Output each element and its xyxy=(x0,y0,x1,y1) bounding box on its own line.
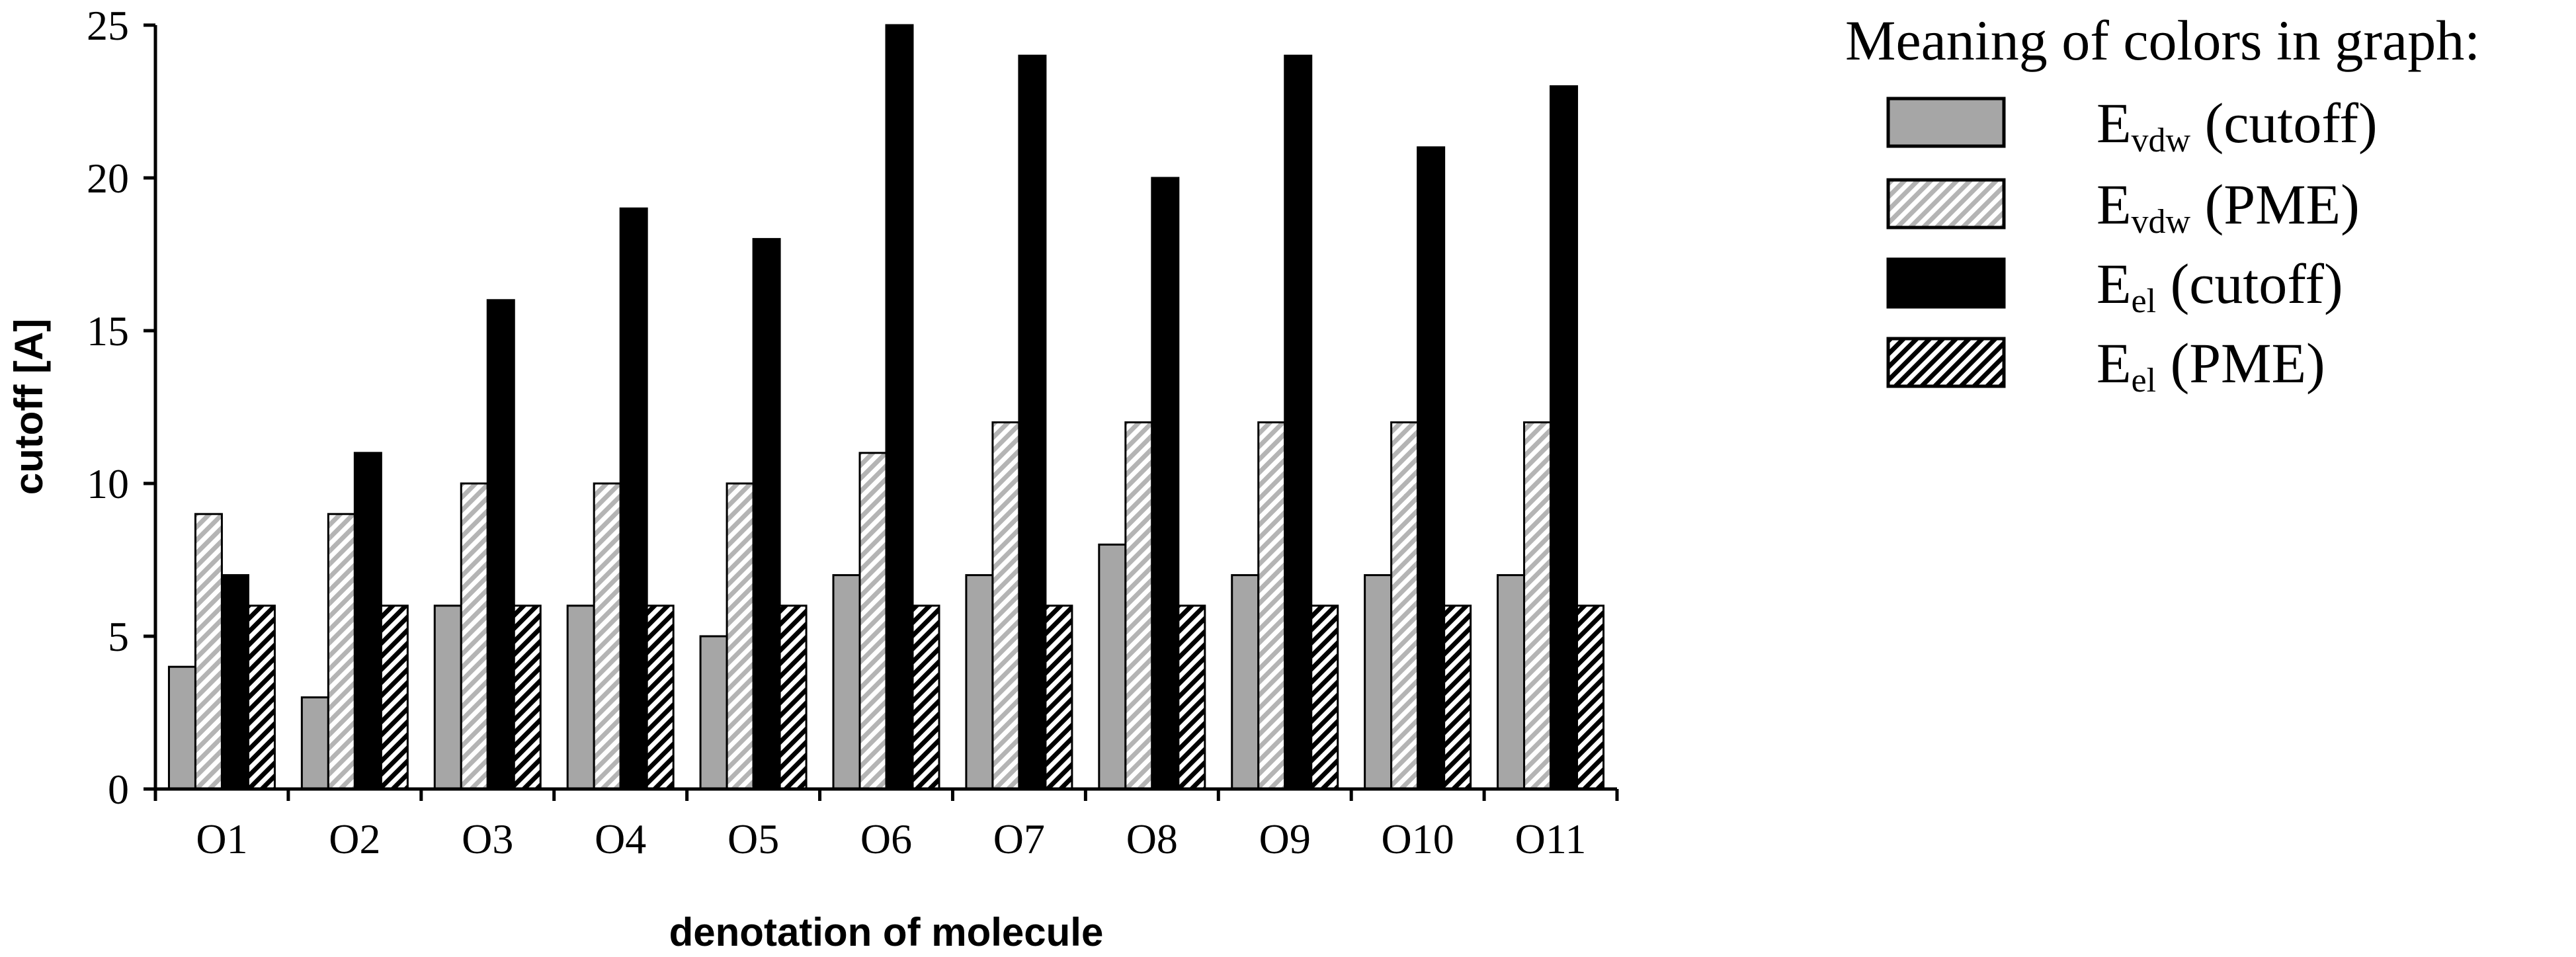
bar-o3-series-3 xyxy=(486,299,515,790)
x-tick-label: O1 xyxy=(196,815,247,862)
bar-o3-series-1 xyxy=(433,604,462,790)
x-tick-label: O4 xyxy=(595,815,646,862)
legend-tail: (PME) xyxy=(2190,173,2360,236)
bar-o4-series-4 xyxy=(645,604,675,790)
bar-o1-series-1 xyxy=(167,665,196,790)
legend-label-4: Eel (PME) xyxy=(2097,331,2325,399)
bar-o11-series-2 xyxy=(1523,421,1552,790)
bar-o2-series-4 xyxy=(380,604,409,790)
bar-o1-series-2 xyxy=(194,513,223,790)
bar-o6-series-3 xyxy=(885,24,914,790)
legend-tail: (cutoff) xyxy=(2190,91,2378,155)
bar-o2-series-1 xyxy=(300,696,329,790)
legend-swatch-3 xyxy=(1886,257,2006,309)
legend-subscript: el xyxy=(2132,282,2157,320)
y-tick-label: 25 xyxy=(87,2,129,49)
bar-o10-series-1 xyxy=(1364,574,1393,790)
y-tick-label: 0 xyxy=(108,766,129,813)
bar-o7-series-2 xyxy=(991,421,1020,790)
bar-o2-series-3 xyxy=(353,452,382,790)
bar-o10-series-3 xyxy=(1417,146,1446,790)
legend-label-3: Eel (cutoff) xyxy=(2097,252,2343,320)
legend-main: E xyxy=(2097,331,2132,395)
legend-main: E xyxy=(2097,173,2132,236)
bar-o4-series-3 xyxy=(619,207,648,790)
bar-o3-series-2 xyxy=(460,482,489,790)
bar-o9-series-3 xyxy=(1284,54,1313,790)
bar-o6-series-1 xyxy=(832,574,861,790)
bar-o10-series-4 xyxy=(1443,604,1472,790)
bar-o5-series-4 xyxy=(778,604,808,790)
bar-o9-series-2 xyxy=(1257,421,1286,790)
bar-o2-series-2 xyxy=(327,513,356,790)
bar-o7-series-4 xyxy=(1044,604,1073,790)
bar-o9-series-1 xyxy=(1231,574,1260,790)
x-tick-label: O11 xyxy=(1515,815,1587,862)
x-tick-label: O8 xyxy=(1126,815,1178,862)
bar-o5-series-1 xyxy=(699,635,728,790)
legend-subscript: el xyxy=(2132,362,2157,399)
legend-subscript: vdw xyxy=(2132,203,2191,241)
legend-tail: (PME) xyxy=(2156,331,2325,395)
legend-swatch-4 xyxy=(1886,337,2006,388)
legend-title: Meaning of colors in graph: xyxy=(1845,9,2480,72)
x-tick-label: O2 xyxy=(329,815,380,862)
legend-main: E xyxy=(2097,91,2132,155)
legend-swatch-2 xyxy=(1886,178,2006,229)
bar-o3-series-4 xyxy=(513,604,542,790)
legend-subscript: vdw xyxy=(2132,122,2191,159)
bar-o9-series-4 xyxy=(1310,604,1339,790)
bar-o11-series-1 xyxy=(1497,574,1526,790)
x-tick-labels: O1 O2 O3 O4 O5 O6 O7 O8 O9 O10 O11 xyxy=(153,789,1619,862)
legend-main: E xyxy=(2097,252,2132,315)
bar-o8-series-3 xyxy=(1151,177,1180,790)
x-tick-label: O7 xyxy=(993,815,1045,862)
bar-o5-series-2 xyxy=(726,482,755,790)
x-tick-label: O10 xyxy=(1382,815,1454,862)
bar-o1-series-4 xyxy=(247,604,276,790)
bar-o6-series-2 xyxy=(858,452,888,790)
bar-o1-series-3 xyxy=(220,574,249,790)
y-tick-label: 10 xyxy=(87,460,129,507)
legend-label-2: Evdw (PME) xyxy=(2097,173,2360,241)
y-tick-labels: 0 5 10 15 20 25 xyxy=(87,2,155,813)
bar-o8-series-1 xyxy=(1098,543,1127,790)
x-tick-label: O6 xyxy=(860,815,912,862)
y-tick-label: 20 xyxy=(87,155,129,202)
legend-label-1: Evdw (cutoff) xyxy=(2097,91,2378,159)
bar-o8-series-4 xyxy=(1177,604,1206,790)
bar-o7-series-3 xyxy=(1018,54,1047,790)
x-tick-label: O9 xyxy=(1259,815,1311,862)
bar-o7-series-1 xyxy=(965,574,994,790)
x-tick-label: O3 xyxy=(462,815,513,862)
y-tick-label: 15 xyxy=(87,308,129,354)
bar-o11-series-3 xyxy=(1550,85,1579,790)
bar-o6-series-4 xyxy=(911,604,940,790)
legend: Meaning of colors in graph: Evdw (cutoff… xyxy=(1845,9,2480,399)
bar-o5-series-3 xyxy=(752,237,781,790)
legend-swatch-1 xyxy=(1886,97,2006,148)
y-tick-label: 5 xyxy=(108,613,129,660)
x-axis-title: denotation of molecule xyxy=(669,910,1104,954)
bar-o11-series-4 xyxy=(1576,604,1605,790)
legend-tail: (cutoff) xyxy=(2156,252,2343,315)
bar-o4-series-1 xyxy=(566,604,595,790)
bar-o10-series-2 xyxy=(1390,421,1419,790)
bar-o4-series-2 xyxy=(593,482,622,790)
bar-o8-series-2 xyxy=(1124,421,1153,790)
bars-group xyxy=(167,24,1605,790)
x-tick-label: O5 xyxy=(727,815,779,862)
y-axis-title: cutoff [A] xyxy=(7,319,51,495)
